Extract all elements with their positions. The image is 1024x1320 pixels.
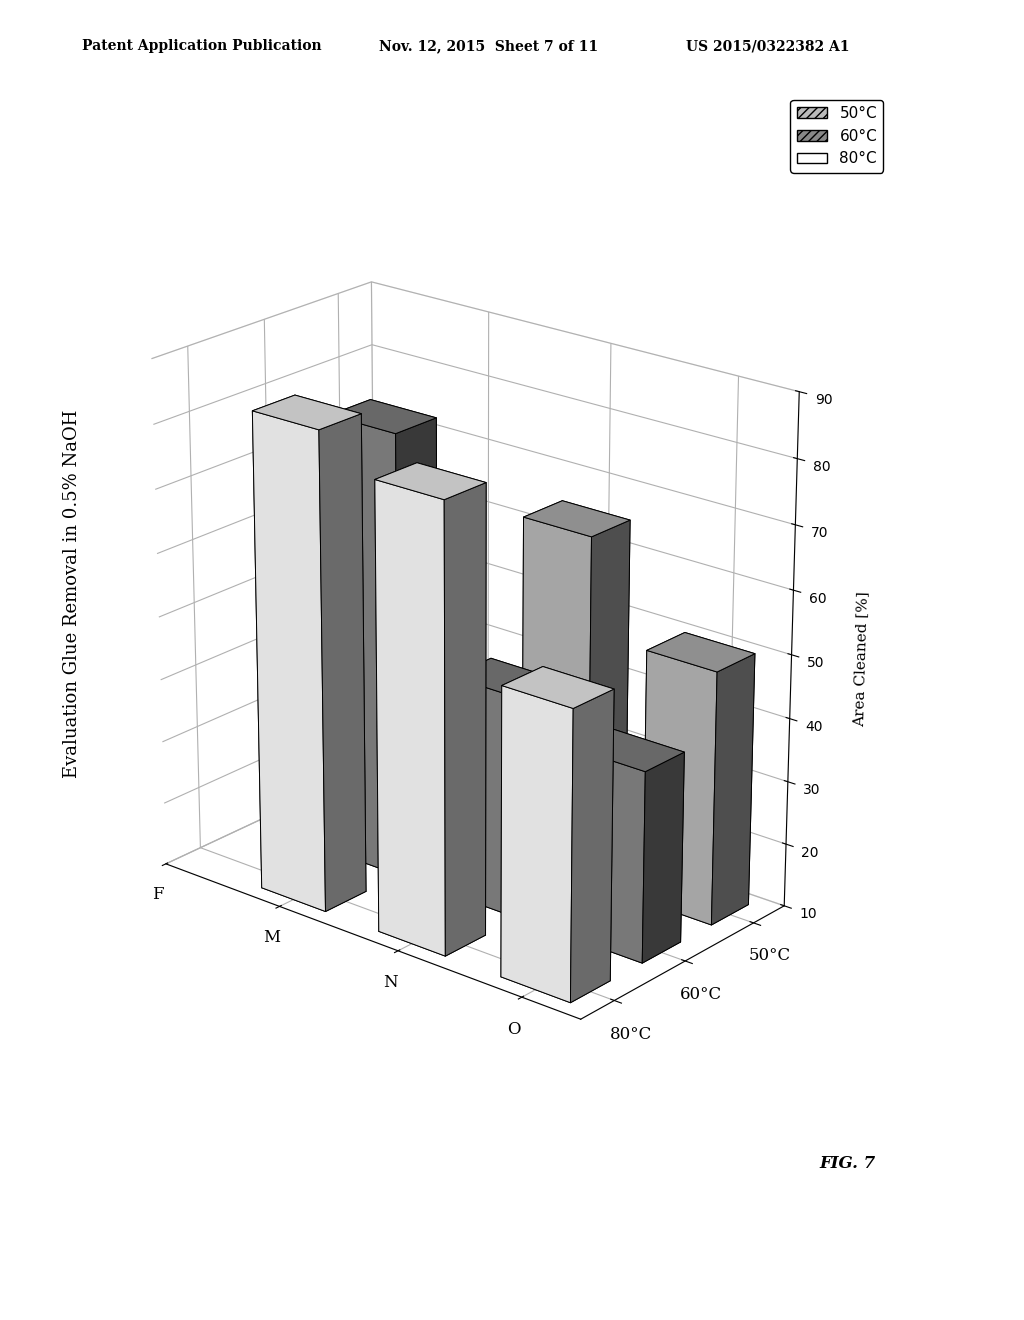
Legend: 50°C, 60°C, 80°C: 50°C, 60°C, 80°C bbox=[791, 100, 884, 173]
Text: FIG. 7: FIG. 7 bbox=[819, 1155, 876, 1172]
Text: Patent Application Publication: Patent Application Publication bbox=[82, 40, 322, 53]
Text: Evaluation Glue Removal in 0.5% NaOH: Evaluation Glue Removal in 0.5% NaOH bbox=[62, 409, 81, 779]
Text: Nov. 12, 2015  Sheet 7 of 11: Nov. 12, 2015 Sheet 7 of 11 bbox=[379, 40, 598, 53]
Text: US 2015/0322382 A1: US 2015/0322382 A1 bbox=[686, 40, 850, 53]
